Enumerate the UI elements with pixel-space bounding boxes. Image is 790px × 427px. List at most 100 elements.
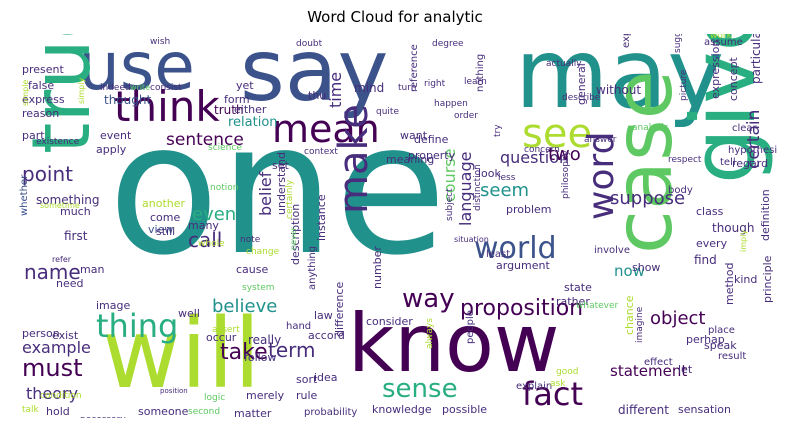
word-probability: probability: [304, 407, 358, 418]
word-speak: speak: [704, 339, 737, 352]
word-different: different: [618, 403, 669, 417]
word-less: less: [498, 173, 516, 183]
word-respect: respect: [668, 155, 702, 165]
word-certainly: certainly: [285, 179, 295, 219]
word-state: state: [564, 281, 592, 294]
word-kind: kind: [734, 273, 758, 286]
word-world: world: [474, 231, 557, 266]
word-use: use: [78, 34, 195, 105]
word-context: context: [304, 147, 338, 157]
word-form: form: [224, 93, 250, 106]
word-occur: occur: [206, 331, 237, 344]
word-may: may: [515, 34, 725, 130]
word-look: look: [478, 167, 501, 180]
word-good: good: [556, 367, 579, 377]
word-argument: argument: [496, 259, 550, 272]
word-property: property: [408, 149, 456, 162]
word-quite: quite: [376, 107, 399, 117]
word-imagine: imagine: [635, 306, 645, 343]
word-assume: assume: [704, 37, 743, 48]
word-yet: yet: [236, 79, 254, 92]
word-sort: sort: [296, 373, 318, 386]
word-make: make: [331, 104, 377, 214]
word-see: see: [522, 111, 593, 157]
word-regard: regard: [732, 157, 769, 170]
word-another: another: [142, 197, 186, 210]
word-ask: ask: [550, 379, 566, 389]
word-definition: definition: [759, 189, 772, 241]
word-least: least: [486, 249, 511, 260]
word-really: really: [248, 333, 282, 347]
word-sometime: sometime: [40, 201, 80, 210]
word-will: will: [102, 298, 261, 410]
word-show: show: [632, 261, 661, 274]
word-find: find: [694, 253, 717, 267]
word-turn: turn: [398, 83, 417, 93]
word-philosophy: philosophy: [561, 150, 571, 199]
word-science: science: [208, 143, 242, 153]
word-statement: statement: [610, 362, 688, 380]
word-thu: thu: [308, 89, 327, 102]
word-analysis: analysis: [632, 123, 669, 133]
word-people: people: [465, 310, 476, 344]
word-without: without: [596, 83, 642, 97]
word-result: result: [718, 351, 747, 362]
word-hypothesi: hypothesi: [728, 145, 778, 156]
word-always: always: [425, 318, 435, 349]
word-take: take: [220, 340, 268, 365]
word-person: person: [22, 327, 60, 340]
word-rather: rather: [556, 295, 590, 308]
word-first: first: [64, 229, 88, 243]
word-work: work: [710, 34, 732, 41]
word-sensation: sensation: [678, 403, 732, 416]
word-existence: existence: [36, 137, 80, 147]
word-whole: whole: [198, 239, 225, 249]
word-subject: subject: [445, 188, 455, 221]
word-degree: degree: [432, 39, 464, 49]
word-concept: concept: [727, 57, 740, 101]
word-sense: sense: [382, 374, 458, 404]
word-try: try: [493, 124, 503, 137]
word-explain: explain: [516, 381, 553, 392]
word-thought: thought: [104, 93, 152, 107]
word-second: second: [188, 407, 221, 417]
word-picture: picture: [679, 69, 689, 101]
word-matter: matter: [234, 407, 272, 418]
word-thing: thing: [96, 307, 179, 345]
word-suggest: suggest: [673, 34, 683, 53]
word-wish: wish: [150, 37, 171, 47]
word-possible: possible: [442, 403, 488, 416]
word-merely: merely: [246, 389, 285, 402]
word-experience: experience: [621, 34, 632, 48]
word-language: language: [456, 151, 475, 227]
word-truth: truth: [214, 103, 244, 117]
word-simply: simply: [77, 77, 86, 104]
word-now: now: [614, 262, 645, 280]
word-apply: apply: [96, 143, 127, 156]
word-law: law: [314, 309, 333, 322]
word-indeed: indeed: [100, 83, 131, 93]
word-instance: instance: [315, 194, 328, 241]
word-believe: believe: [212, 296, 278, 317]
word-many: many: [188, 219, 219, 232]
word-let: let: [678, 363, 693, 376]
word-cloud: one say may use will know case give true…: [10, 34, 780, 418]
word-change: change: [246, 247, 280, 257]
word-meaning: meaning: [386, 153, 435, 166]
word-write: write: [130, 83, 151, 92]
word-right: right: [424, 79, 446, 89]
word-clear: clear: [732, 123, 757, 134]
word-tell: tell: [720, 157, 736, 168]
word-consider: consider: [366, 315, 413, 328]
word-situation: situation: [454, 235, 489, 244]
word-class: class: [696, 205, 724, 218]
word-view: view: [148, 223, 174, 236]
word-present: present: [22, 63, 64, 76]
word-one: one: [108, 83, 447, 295]
word-relation: relation: [228, 115, 278, 130]
word-image: image: [96, 299, 131, 312]
word-say: say: [240, 34, 389, 121]
word-either: either: [234, 103, 267, 116]
chart-title: Word Cloud for analytic: [307, 8, 483, 26]
word-even: even: [192, 204, 237, 225]
